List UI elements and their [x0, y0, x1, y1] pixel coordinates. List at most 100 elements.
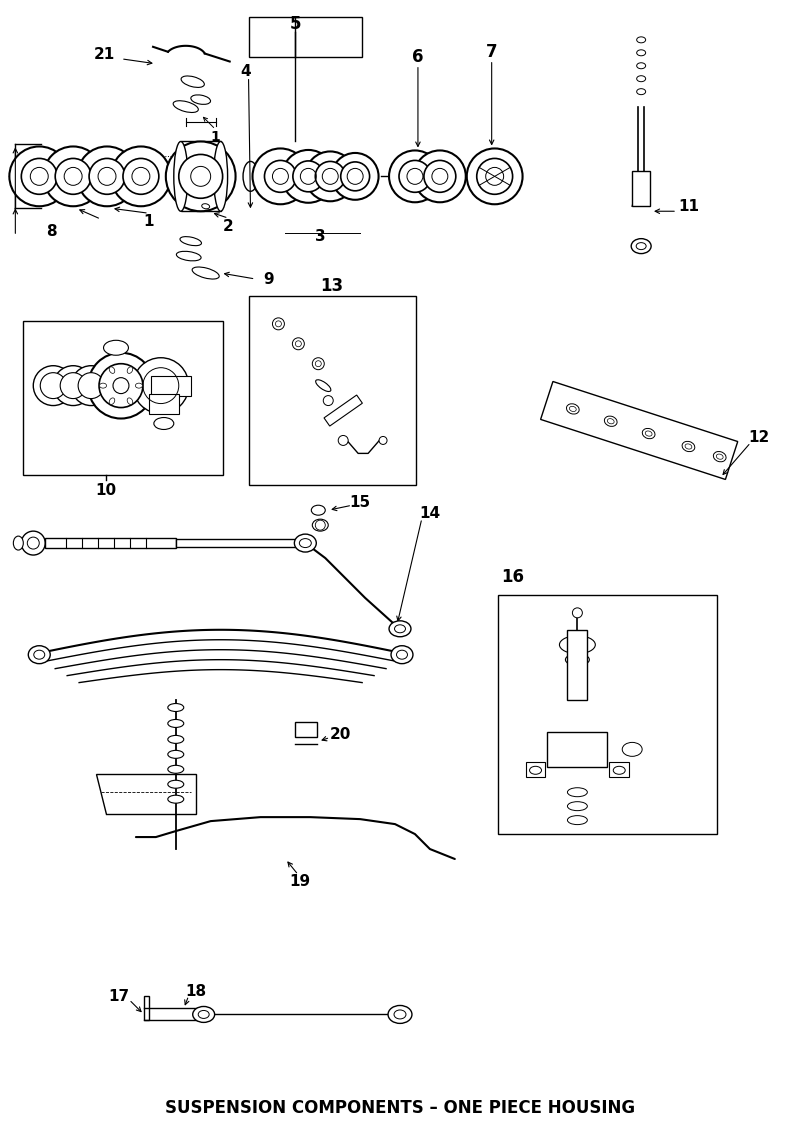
Ellipse shape [168, 765, 184, 773]
Circle shape [341, 162, 370, 191]
Circle shape [379, 437, 387, 445]
Ellipse shape [631, 238, 651, 254]
Circle shape [424, 160, 456, 193]
Ellipse shape [168, 736, 184, 744]
Ellipse shape [530, 767, 542, 775]
Ellipse shape [168, 719, 184, 727]
Ellipse shape [181, 76, 204, 87]
Text: 3: 3 [315, 229, 326, 244]
Text: 7: 7 [486, 43, 498, 61]
Circle shape [389, 151, 441, 202]
Circle shape [123, 159, 159, 194]
Circle shape [22, 531, 46, 555]
Text: 1: 1 [210, 129, 221, 144]
Circle shape [477, 159, 513, 194]
Text: 5: 5 [290, 15, 301, 33]
Polygon shape [541, 381, 738, 480]
Ellipse shape [389, 620, 411, 637]
Text: 6: 6 [412, 48, 424, 66]
Circle shape [133, 357, 189, 414]
Ellipse shape [714, 451, 726, 462]
Text: 21: 21 [94, 48, 114, 62]
Bar [610, 762, 630, 777]
Ellipse shape [637, 88, 646, 94]
Ellipse shape [103, 340, 129, 355]
Text: 8: 8 [46, 223, 57, 238]
Text: 10: 10 [95, 483, 117, 498]
Circle shape [40, 373, 66, 398]
Ellipse shape [193, 1007, 214, 1023]
Ellipse shape [637, 50, 646, 56]
Ellipse shape [191, 95, 210, 104]
Ellipse shape [174, 142, 188, 211]
Ellipse shape [614, 767, 626, 775]
Bar [632, 171, 650, 206]
Bar [249, 17, 362, 57]
Circle shape [253, 149, 308, 204]
Circle shape [572, 608, 582, 618]
Bar [526, 762, 546, 777]
Ellipse shape [567, 815, 587, 824]
Circle shape [178, 154, 222, 198]
Text: SUSPENSION COMPONENTS – ONE PIECE HOUSING: SUSPENSION COMPONENTS – ONE PIECE HOUSIN… [165, 1099, 635, 1117]
Bar [144, 996, 149, 1021]
Ellipse shape [110, 366, 114, 373]
Circle shape [89, 159, 125, 194]
Circle shape [77, 146, 137, 206]
Ellipse shape [622, 743, 642, 756]
Circle shape [414, 151, 466, 202]
Ellipse shape [127, 398, 133, 405]
Text: 16: 16 [501, 568, 524, 586]
Ellipse shape [566, 653, 590, 666]
Text: 20: 20 [330, 727, 351, 742]
Ellipse shape [567, 788, 587, 797]
Circle shape [323, 396, 334, 406]
Circle shape [111, 146, 170, 206]
Ellipse shape [604, 416, 617, 426]
Circle shape [306, 152, 355, 201]
Circle shape [332, 153, 378, 200]
Ellipse shape [637, 76, 646, 82]
Text: 13: 13 [321, 277, 344, 295]
Circle shape [312, 357, 324, 370]
Text: 18: 18 [185, 984, 206, 999]
Circle shape [106, 371, 136, 400]
Polygon shape [96, 775, 196, 814]
Ellipse shape [316, 380, 331, 391]
Ellipse shape [99, 383, 106, 388]
Ellipse shape [127, 366, 133, 373]
Circle shape [399, 160, 431, 193]
Circle shape [166, 142, 235, 211]
Bar [23, 321, 222, 475]
Ellipse shape [168, 780, 184, 788]
Circle shape [43, 146, 103, 206]
Ellipse shape [682, 441, 694, 451]
Circle shape [338, 435, 348, 446]
Ellipse shape [388, 1006, 412, 1023]
Circle shape [292, 338, 304, 349]
Bar [46, 539, 176, 548]
Circle shape [71, 365, 111, 406]
Circle shape [265, 160, 296, 193]
Circle shape [10, 146, 69, 206]
Text: 14: 14 [419, 506, 441, 521]
Circle shape [282, 150, 334, 203]
Ellipse shape [192, 266, 219, 279]
Ellipse shape [110, 398, 114, 405]
Ellipse shape [28, 645, 50, 663]
Ellipse shape [243, 161, 258, 192]
Bar [295, 722, 318, 737]
Ellipse shape [173, 101, 198, 112]
Text: 1: 1 [144, 213, 154, 229]
Text: 11: 11 [678, 198, 699, 213]
Ellipse shape [637, 62, 646, 69]
Ellipse shape [14, 536, 23, 550]
Circle shape [60, 373, 86, 398]
Ellipse shape [311, 506, 326, 515]
Ellipse shape [168, 795, 184, 803]
Circle shape [99, 364, 143, 407]
Circle shape [293, 161, 324, 192]
Text: 15: 15 [350, 494, 370, 509]
Circle shape [273, 318, 285, 330]
Circle shape [466, 149, 522, 204]
